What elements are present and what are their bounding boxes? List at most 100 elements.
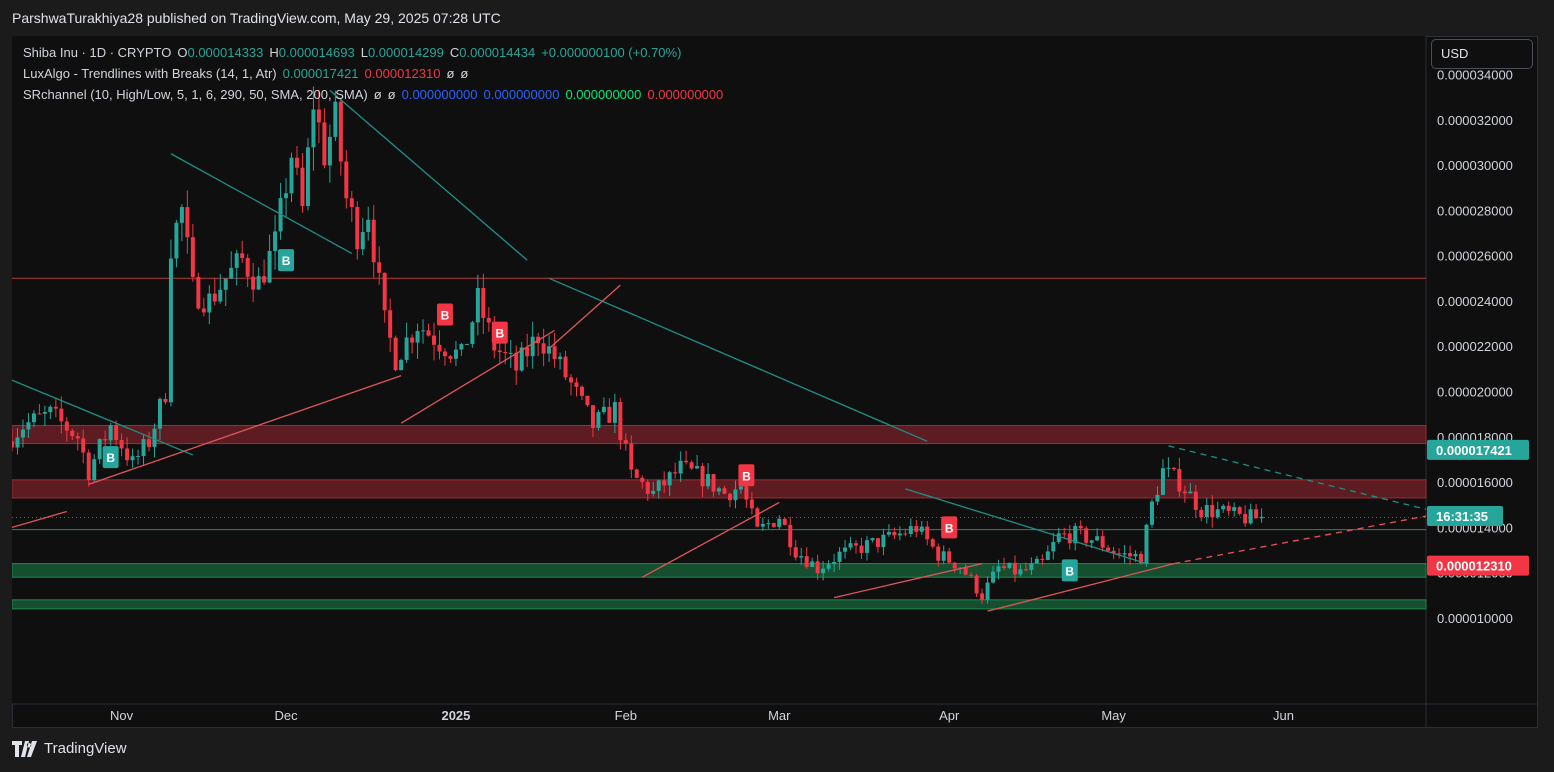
candle-up [1133,553,1138,557]
candle-down [1078,525,1083,529]
candle-down [771,523,776,527]
candle-up [360,232,365,250]
red-trendline [833,562,983,599]
candle-down [503,352,508,354]
candles-group [12,86,1264,605]
candle-down [952,562,957,569]
candle-up [289,157,294,194]
candle-up [596,412,601,428]
candle-up [991,571,996,583]
candle-down [579,386,584,396]
candle-up [1073,525,1078,544]
candle-up [530,336,535,357]
legend-close: 0.000014434 [459,45,536,60]
price-axis-tag [1427,555,1529,576]
candle-down [240,253,245,259]
candle-up [1160,468,1165,495]
candle-up [651,490,656,494]
tradingview-brand[interactable]: TradingView [12,740,127,757]
break-signal-badge [491,321,508,344]
break-signal-label: B [282,254,291,268]
candle-down [86,452,91,481]
candle-down [755,508,760,527]
candle-up [26,422,31,430]
candle-up [1149,501,1154,525]
candle-down [574,382,579,387]
candle-down [125,448,130,461]
candle-up [311,109,316,148]
teal-trendline [12,379,194,456]
legend-low: 0.000014299 [367,45,444,60]
legend-sr-value-3: 0.000000000 [565,87,642,102]
y-tick-label: 0.000034000 [1437,67,1513,82]
candle-down [388,310,393,338]
legend-luxalgo-upper: 0.000017421 [282,66,359,81]
candle-down [974,575,979,594]
candle-down [925,526,930,540]
candle-up [284,193,289,199]
candle-down [607,406,612,423]
candle-up [136,456,141,458]
currency-button[interactable]: USD [1431,39,1533,69]
candle-down [815,561,820,574]
price-axis-tag-label: 0.000012310 [1436,559,1512,574]
candle-down [804,556,809,567]
candle-down [1106,547,1111,551]
x-tick-label: May [1101,708,1126,723]
candle-up [1089,540,1094,543]
candle-down [930,539,935,547]
candle-up [1221,505,1226,510]
candle-down [481,288,486,318]
candle-down [618,402,623,441]
candle-down [749,499,754,509]
candle-up [1232,507,1237,511]
teal-trendline [905,488,1147,565]
candle-down [251,276,256,290]
y-tick-label: 0.000028000 [1437,203,1513,218]
candle-down [448,356,453,359]
candle-up [223,278,228,290]
legend-symbol-row: Shiba Inu · 1D · CRYPTO O0.000014333 H0.00… [23,45,682,60]
y-tick-label: 0.000024000 [1437,294,1513,309]
candle-up [1204,504,1209,517]
legend-sr-value-1: 0.000000000 [401,87,478,102]
candle-down [854,543,859,546]
legend-luxalgo-name[interactable]: LuxAlgo - Trendlines with Breaks (14, 1,… [23,66,277,81]
candle-down [426,330,431,336]
x-tick-label: Apr [939,708,960,723]
candle-down [689,462,694,469]
candle-up [706,474,711,487]
brand-name: TradingView [44,740,127,757]
legend-symbol[interactable]: Shiba Inu · 1D · CRYPTO [23,45,172,60]
candle-up [870,538,875,541]
candle-down [673,472,678,474]
candle-down [859,545,864,553]
candle-up [1034,558,1039,564]
red-trendline [548,284,621,349]
price-axis-tag-label: 16:31:35 [1436,509,1488,524]
candle-up [470,322,475,344]
plot-area [12,36,1426,704]
price-axis-tag [1427,506,1503,527]
candle-up [229,267,234,279]
candle-up [1259,516,1264,519]
legend-srchannel-name[interactable]: SRchannel (10, High/Low, 5, 1, 6, 290, 5… [23,87,368,102]
candle-down [119,440,124,449]
candle-down [1128,553,1133,557]
candle-down [37,413,42,415]
teal-trendline [329,89,528,261]
candle-up [897,533,902,536]
price-axis-tag [1427,439,1529,460]
candle-up [1029,563,1034,570]
price-chart[interactable]: B B B B B B B 0.000034000 0.000032000 0.000030000… [12,36,1538,728]
candle-up [305,147,310,207]
x-tick-label: Mar [768,708,791,723]
candle-down [377,262,382,273]
candle-down [185,207,190,238]
candle-up [601,406,606,413]
candle-up [48,406,53,413]
candle-down [711,474,716,492]
candle-down [914,526,919,532]
candle-down [969,574,974,576]
candle-down [1177,469,1182,492]
